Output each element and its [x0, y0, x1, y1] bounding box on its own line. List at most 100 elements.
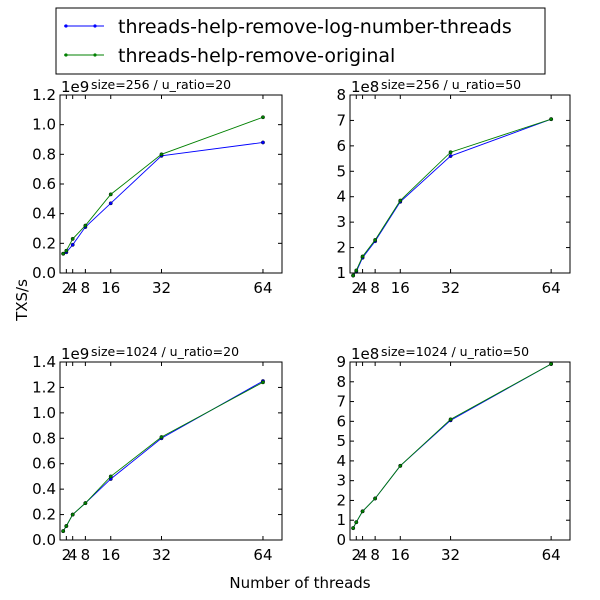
data-point — [448, 154, 453, 158]
y-tick-label: 4 — [336, 188, 346, 206]
x-tick-label: 16 — [101, 546, 120, 564]
x-tick-label: 4 — [358, 279, 368, 297]
y-tick-label: 0.6 — [32, 455, 56, 473]
data-point — [398, 198, 403, 203]
legend-swatch-marker-1b — [93, 53, 97, 57]
x-tick-label: 4 — [68, 279, 78, 297]
data-point — [448, 150, 453, 155]
data-point — [83, 223, 88, 228]
data-point — [398, 463, 403, 468]
x-tick-label: 32 — [152, 546, 171, 564]
legend-swatch-marker-1 — [64, 53, 68, 57]
y-tick-label: 1 — [336, 511, 346, 529]
series-line-1 — [352, 118, 552, 276]
x-tick-label: 2 — [62, 546, 72, 564]
y-tick-label: 2 — [336, 239, 346, 257]
y-tick-label: 0.2 — [32, 234, 56, 252]
x-tick-label: 2 — [62, 279, 72, 297]
scale-label: 1e8 — [351, 345, 379, 363]
plot-frame — [59, 94, 283, 274]
legend: threads-help-remove-log-number-threads t… — [55, 7, 546, 75]
y-tick-label: 7 — [336, 111, 346, 129]
data-point — [351, 526, 356, 531]
legend-label-1: threads-help-remove-original — [118, 45, 395, 67]
plot-frame — [349, 361, 571, 541]
data-point — [70, 236, 75, 241]
plot-frame — [59, 361, 283, 541]
y-tick-label: 3 — [336, 472, 346, 490]
data-point — [61, 529, 66, 533]
y-tick-label: 7 — [336, 393, 346, 411]
series-line-1 — [62, 381, 264, 532]
data-point — [351, 273, 356, 278]
y-tick-label: 1.2 — [32, 378, 56, 396]
subplot-title: size=1024 / u_ratio=50 — [381, 344, 529, 359]
subplot-title: size=256 / u_ratio=50 — [381, 77, 521, 92]
x-tick-label: 8 — [370, 279, 380, 297]
plot-frame — [349, 94, 571, 274]
y-tick-label: 0.4 — [32, 205, 56, 223]
y-tick-label: 0.4 — [32, 480, 56, 498]
x-tick-label: 64 — [542, 279, 561, 297]
x-tick-label: 16 — [391, 279, 410, 297]
y-tick-label: 8 — [336, 86, 346, 104]
series-line-0 — [352, 363, 552, 529]
data-point — [354, 268, 359, 273]
y-tick-label: 6 — [336, 137, 346, 155]
legend-frame — [55, 7, 546, 75]
x-tick-label: 2 — [352, 546, 362, 564]
series-line-0 — [62, 142, 264, 255]
x-tick-label: 32 — [441, 546, 460, 564]
x-tick-label: 8 — [370, 546, 380, 564]
y-tick-label: 1.4 — [32, 353, 56, 371]
x-tick-label: 8 — [81, 279, 91, 297]
y-tick-label: 0 — [336, 531, 346, 549]
data-point — [70, 242, 75, 247]
x-tick-label: 64 — [542, 546, 561, 564]
data-point — [261, 140, 265, 145]
y-tick-label: 1 — [336, 264, 346, 282]
legend-swatch-marker-0 — [64, 24, 68, 28]
data-point — [159, 152, 164, 157]
data-point — [549, 362, 554, 366]
y-tick-label: 3 — [336, 213, 346, 231]
subplot-title: size=256 / u_ratio=20 — [91, 77, 231, 92]
y-tick-label: 5 — [336, 432, 346, 450]
series-line-1 — [62, 116, 264, 255]
x-tick-label: 16 — [101, 279, 120, 297]
scale-label: 1e9 — [61, 345, 89, 363]
y-tick-label: 0.8 — [32, 145, 56, 163]
data-point — [70, 512, 75, 517]
x-tick-label: 64 — [253, 546, 272, 564]
legend-entry-1: threads-help-remove-original — [64, 45, 395, 67]
data-point — [83, 501, 88, 506]
subplot-size1024-uratio20: 24 8 16 32 64 0.0 0.2 0.4 0.6 0.8 1.0 1.2 1.4 1e9 size… — [32, 344, 283, 564]
x-tick-label: 8 — [81, 546, 91, 564]
data-point — [354, 520, 359, 525]
data-point — [373, 496, 378, 501]
data-point — [373, 238, 378, 242]
y-tick-label: 6 — [336, 412, 346, 430]
subplot-title: size=1024 / u_ratio=20 — [91, 344, 239, 359]
scale-label: 1e9 — [61, 78, 89, 96]
y-tick-label: 9 — [336, 353, 346, 371]
y-tick-label: 8 — [336, 373, 346, 391]
legend-swatch-marker-0b — [93, 24, 97, 28]
y-tick-label: 1.2 — [32, 86, 56, 104]
data-point — [360, 254, 365, 259]
x-tick-label: 2 — [352, 279, 362, 297]
legend-entry-0: threads-help-remove-log-number-threads — [64, 16, 512, 38]
series-line-0 — [352, 118, 552, 276]
legend-label-0: threads-help-remove-log-number-threads — [118, 16, 512, 38]
x-tick-label: 64 — [253, 279, 272, 297]
series-line-0 — [62, 380, 264, 532]
data-point — [360, 509, 365, 514]
data-point — [549, 117, 554, 122]
scale-label: 1e8 — [351, 78, 379, 96]
data-point — [261, 380, 265, 385]
y-tick-label: 4 — [336, 452, 346, 470]
x-tick-label: 4 — [358, 546, 368, 564]
